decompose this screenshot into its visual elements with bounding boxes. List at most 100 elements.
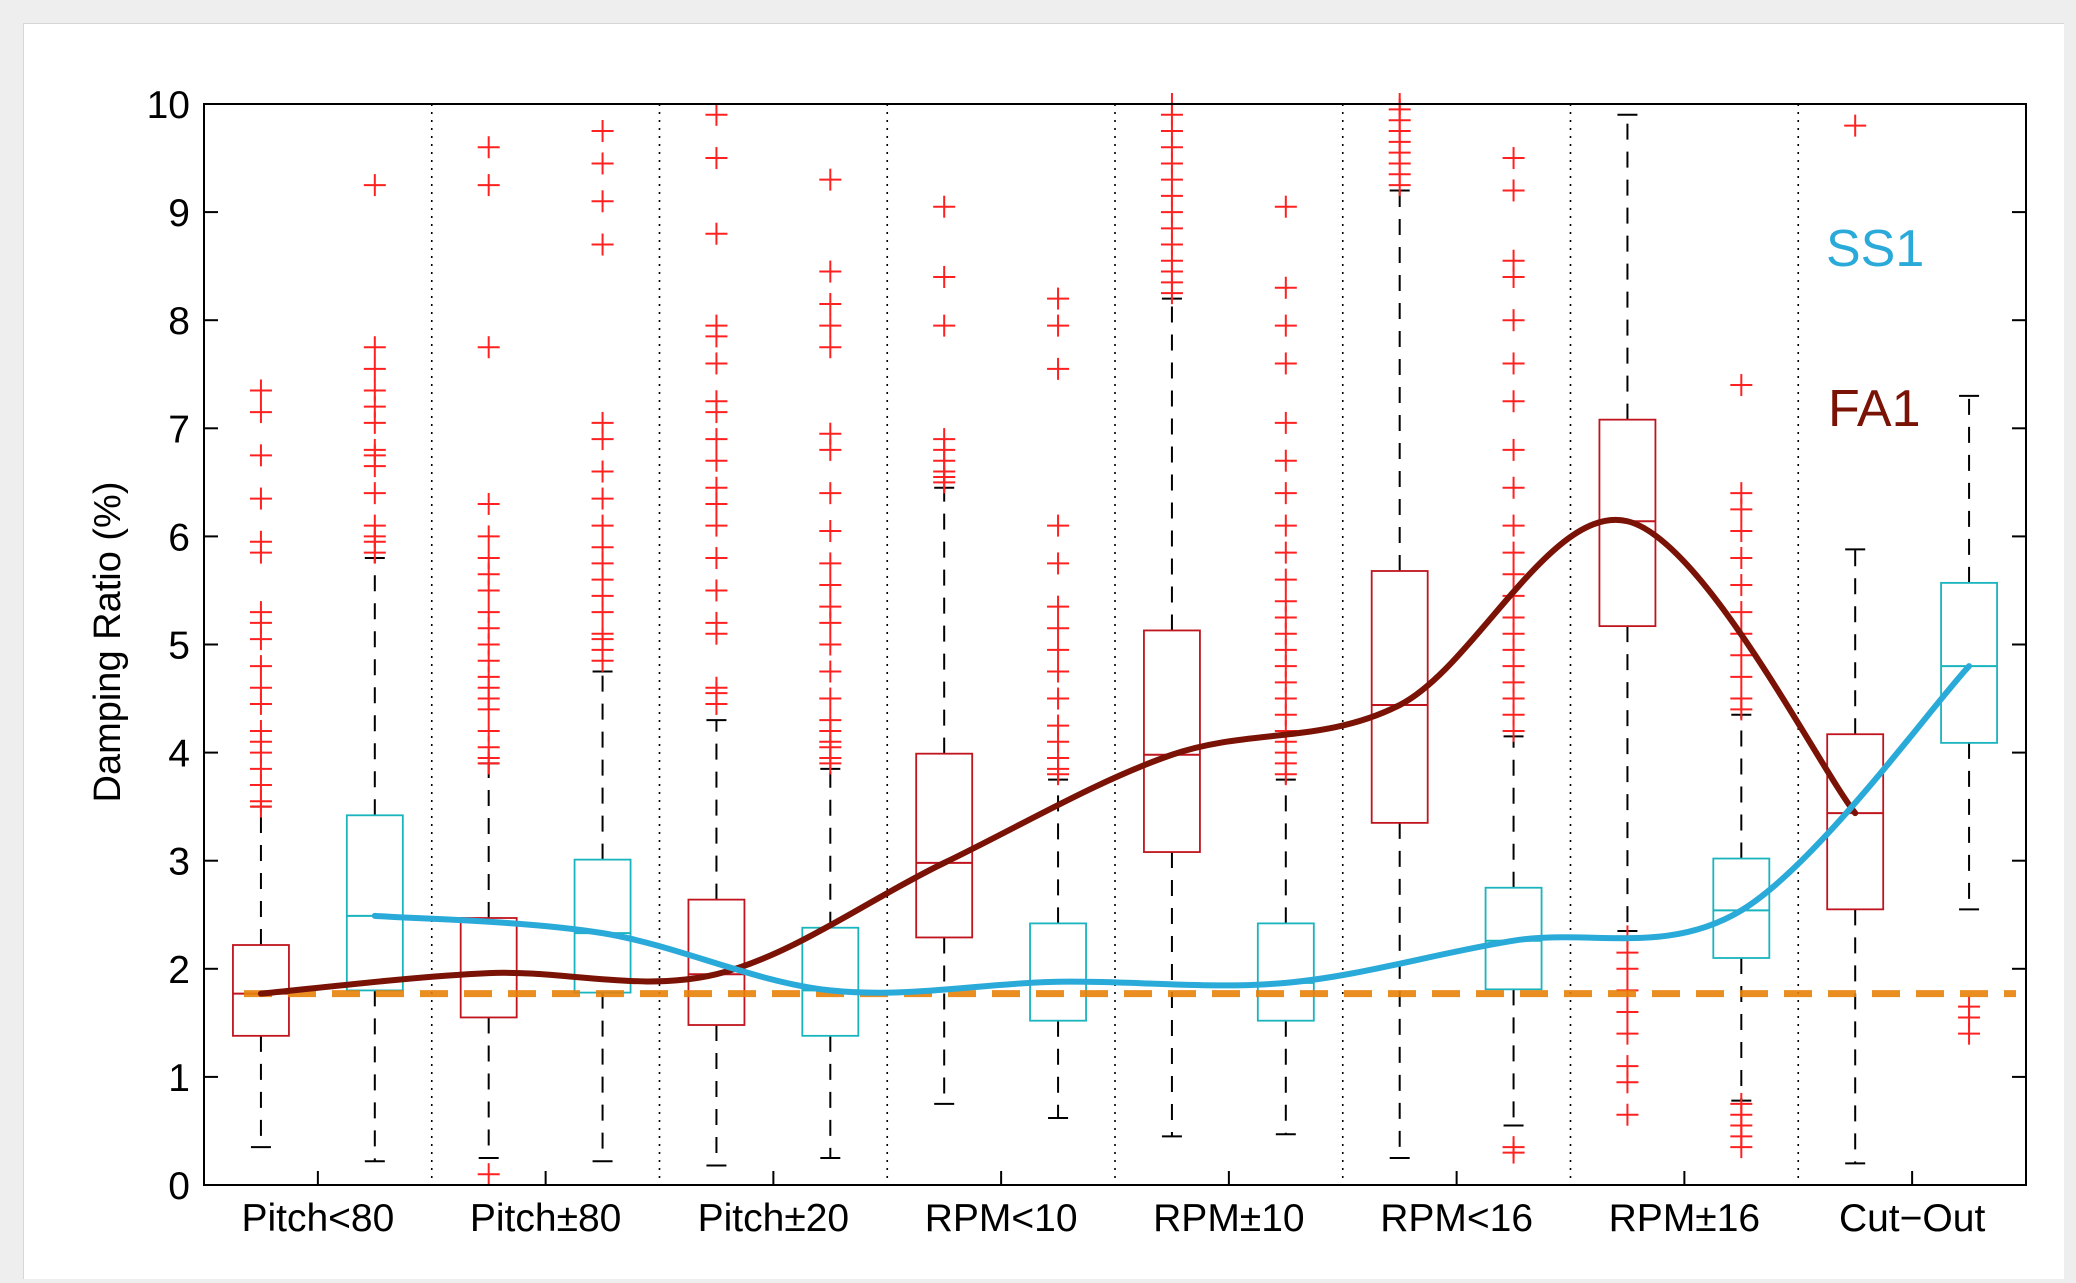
fa1-outlier	[705, 352, 728, 375]
ss1-outlier	[1730, 644, 1753, 667]
ss1-outlier	[363, 482, 386, 505]
x-category-label: Cut−Out	[1839, 1197, 1985, 1240]
ss1-outlier	[819, 687, 842, 710]
ss1-outlier	[819, 574, 842, 597]
ss1-outlier	[819, 709, 842, 732]
ss1-outlier	[1730, 601, 1753, 624]
ss1-box	[1029, 922, 1087, 1022]
x-category-label: Pitch±20	[698, 1197, 850, 1240]
fa1-outlier	[705, 476, 728, 499]
fa1-outlier	[477, 136, 500, 159]
ss1-outlier	[1730, 482, 1753, 505]
ss1-outlier	[1502, 352, 1525, 375]
x-category-label: RPM±16	[1609, 1197, 1760, 1240]
ss1-outlier	[1502, 249, 1525, 272]
ss1-outlier	[591, 536, 614, 559]
fa1-box	[687, 898, 746, 1026]
ss1-box	[1256, 922, 1315, 1022]
ss1-outlier	[1502, 563, 1525, 586]
x-category-label: RPM<16	[1380, 1197, 1533, 1240]
y-tick-label: 1	[168, 1057, 190, 1100]
ss1-box	[1712, 857, 1771, 959]
ss1-outlier	[363, 438, 386, 461]
fa1-trend-line	[257, 516, 1859, 997]
fa1-outlier	[249, 530, 272, 553]
grid-layer	[430, 104, 1800, 1185]
outlier-layer	[249, 93, 1981, 1186]
ss1-outlier	[591, 460, 614, 483]
fa1-outlier	[1616, 1022, 1639, 1045]
fa1-outlier	[477, 525, 500, 548]
fa1-outlier	[477, 174, 500, 197]
ss1-outlier	[1502, 476, 1525, 499]
ss1-outlier	[1047, 595, 1070, 618]
fa1-outlier	[477, 1163, 500, 1186]
fa1-outlier	[705, 514, 728, 537]
ss1-outlier	[1730, 1092, 1753, 1115]
legend-label-ss1: SS1	[1826, 220, 1924, 278]
x-category-label: RPM±10	[1153, 1197, 1304, 1240]
fa1-box	[915, 752, 974, 939]
ss1-outlier	[1274, 514, 1297, 537]
fa1-outlier	[705, 611, 728, 634]
ss1-outlier	[1502, 390, 1525, 413]
ss1-outlier	[1502, 147, 1525, 170]
ss1-outlier	[1047, 714, 1070, 737]
ss1-box	[1940, 581, 1998, 744]
fa1-outlier	[705, 147, 728, 170]
fa1-outlier	[1844, 114, 1867, 137]
x-category-label: RPM<10	[925, 1197, 1078, 1240]
ss1-outlier	[819, 292, 842, 315]
ss1-outlier	[819, 422, 842, 445]
fa1-outlier	[249, 655, 272, 678]
ss1-outlier	[1958, 995, 1981, 1018]
fa1-outlier	[249, 676, 272, 699]
ss1-outlier	[1047, 357, 1070, 380]
ss1-outlier	[1274, 568, 1297, 591]
fa1-outlier	[705, 222, 728, 245]
fa1-outlier	[1616, 1001, 1639, 1024]
ss1-outlier	[363, 514, 386, 537]
fa1-outlier	[705, 103, 728, 126]
ss1-outlier	[1502, 1136, 1525, 1159]
ss1-outlier	[591, 411, 614, 434]
ss1-outlier	[819, 482, 842, 505]
y-tick-label: 4	[168, 733, 190, 776]
fa1-box	[1370, 570, 1429, 824]
ss1-outlier	[1730, 519, 1753, 542]
fa1-outlier	[249, 379, 272, 402]
ss1-outlier	[1730, 687, 1753, 710]
figure-panel: 0 1 2 3 4 5 6 7 8 9 10 Pitch<80 Pitch±80 Pitch±20 RPM<…	[23, 23, 2064, 1279]
ss1-outlier	[591, 152, 614, 175]
ss1-outlier	[1502, 606, 1525, 629]
fa1-outlier	[705, 390, 728, 413]
y-tick-label: 10	[147, 84, 190, 127]
fa1-outlier	[477, 336, 500, 359]
y-tick-label: 8	[168, 300, 190, 343]
ss1-outlier	[1047, 687, 1070, 710]
ss1-outlier	[591, 487, 614, 510]
fa1-outlier	[705, 428, 728, 451]
fa1-box	[459, 917, 518, 1019]
x-category-label: Pitch±80	[470, 1197, 622, 1240]
fa1-outlier	[477, 719, 500, 742]
ss1-outlier	[1047, 638, 1070, 661]
ss1-outlier	[819, 660, 842, 683]
fa1-outlier	[1616, 1103, 1639, 1126]
fa1-outlier	[477, 601, 500, 624]
ss1-outlier	[363, 379, 386, 402]
trend-layer	[244, 516, 2016, 998]
ss1-outlier	[1730, 547, 1753, 570]
ss1-outlier	[591, 120, 614, 143]
ss1-outlier	[591, 514, 614, 537]
fa1-outlier	[933, 428, 956, 451]
fa1-outlier	[705, 676, 728, 699]
ss1-outlier	[1274, 195, 1297, 218]
ss1-outlier	[591, 233, 614, 256]
fa1-outlier	[477, 547, 500, 570]
ss1-outlier	[1502, 438, 1525, 461]
ss1-outlier	[819, 552, 842, 575]
fa1-outlier	[705, 547, 728, 570]
ss1-outlier	[591, 190, 614, 213]
fa1-outlier	[705, 314, 728, 337]
